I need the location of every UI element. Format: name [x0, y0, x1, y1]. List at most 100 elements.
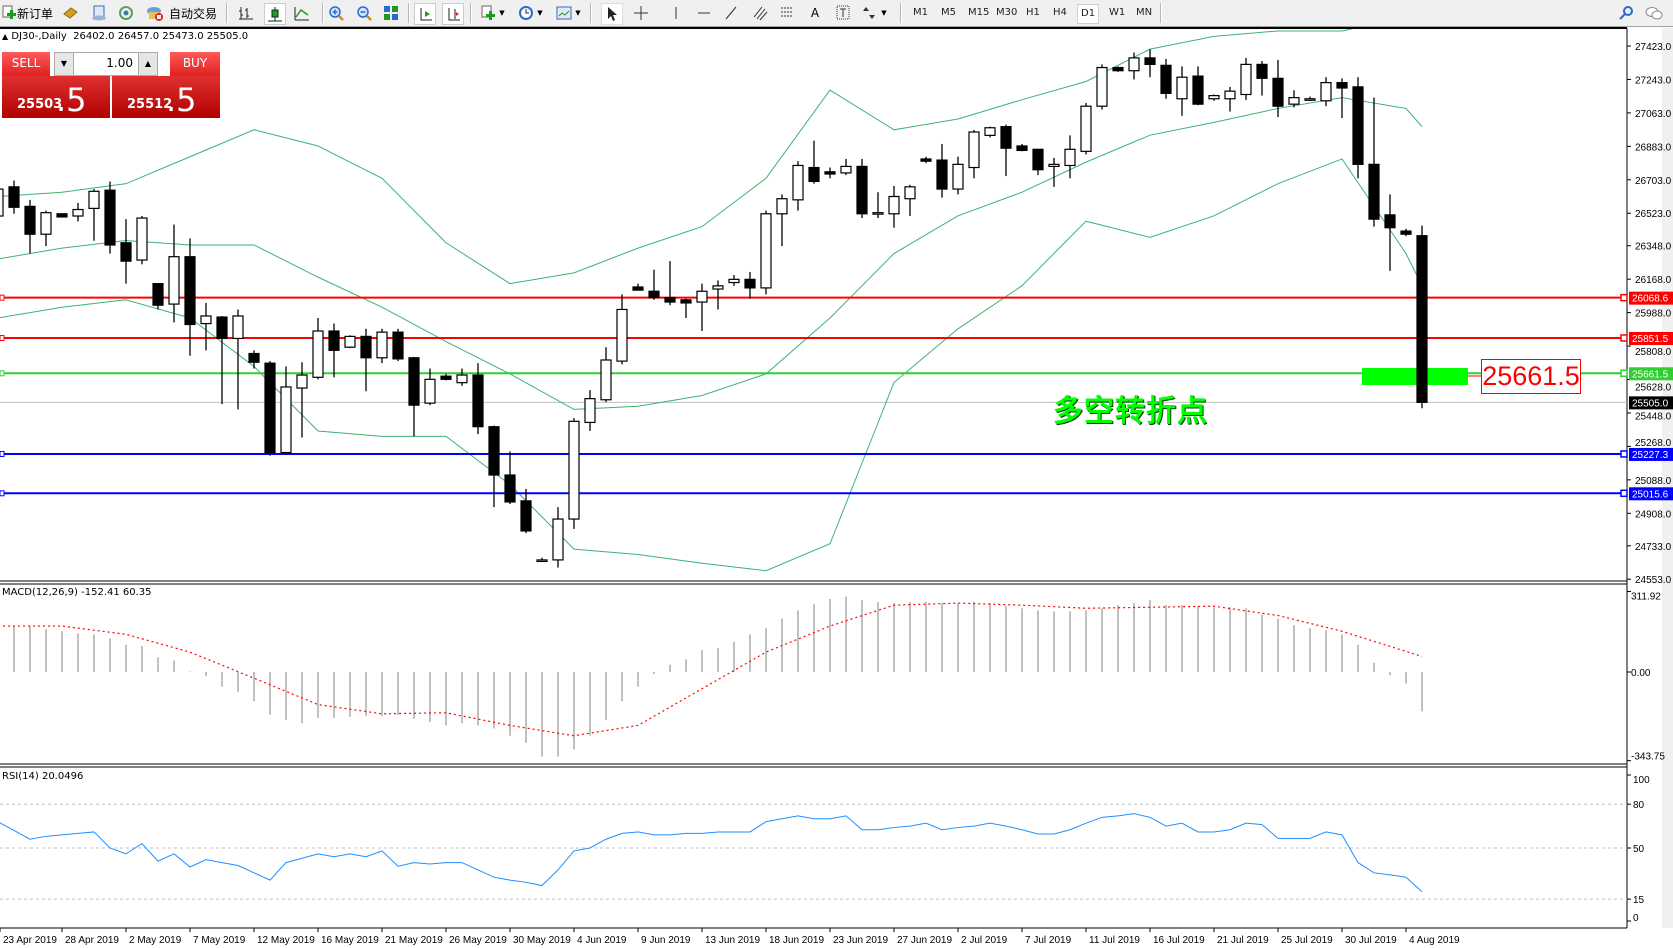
- bearish-candle[interactable]: [408, 357, 420, 406]
- bearish-candle[interactable]: [1352, 86, 1364, 165]
- bullish-candle[interactable]: [984, 127, 996, 136]
- bullish-candle[interactable]: [712, 285, 724, 290]
- search-icon[interactable]: [1616, 3, 1636, 23]
- bearish-candle[interactable]: [664, 296, 676, 303]
- bearish-candle[interactable]: [56, 213, 68, 218]
- bearish-candle[interactable]: [472, 374, 484, 428]
- bearish-candle[interactable]: [120, 242, 132, 262]
- bullish-candle[interactable]: [168, 256, 180, 305]
- level-line-anchor-icon[interactable]: [1620, 369, 1628, 378]
- market-watch-icon[interactable]: [60, 3, 80, 23]
- bullish-candle[interactable]: [1320, 82, 1332, 102]
- signals-icon[interactable]: [116, 3, 136, 23]
- bullish-candle[interactable]: [840, 165, 852, 174]
- bullish-candle[interactable]: [584, 398, 596, 424]
- level-line-anchor-icon[interactable]: [1620, 293, 1628, 302]
- bullish-candle[interactable]: [1096, 66, 1108, 107]
- bearish-candle[interactable]: [920, 158, 932, 162]
- bearish-candle[interactable]: [632, 286, 644, 291]
- bearish-candle[interactable]: [152, 283, 164, 306]
- bearish-candle[interactable]: [1336, 82, 1348, 89]
- bullish-candle[interactable]: [1288, 97, 1300, 105]
- bearish-candle[interactable]: [104, 189, 116, 246]
- level-line-anchor-icon[interactable]: [1620, 334, 1628, 342]
- zoom-in-icon[interactable]: [326, 3, 346, 23]
- bullish-candle[interactable]: [1080, 105, 1092, 152]
- bullish-candle[interactable]: [568, 420, 580, 520]
- auto-trading-icon[interactable]: [145, 3, 165, 23]
- bullish-candle[interactable]: [600, 359, 612, 401]
- bearish-candle[interactable]: [440, 375, 452, 380]
- bullish-candle[interactable]: [1128, 57, 1140, 72]
- bullish-candle[interactable]: [872, 212, 884, 215]
- bearish-candle[interactable]: [504, 474, 516, 503]
- data-window-icon[interactable]: [89, 3, 109, 23]
- bearish-candle[interactable]: [680, 299, 692, 304]
- bullish-candle[interactable]: [88, 190, 100, 209]
- right-scroll-region[interactable]: [1662, 28, 1673, 928]
- auto-scroll-icon[interactable]: [414, 3, 436, 25]
- bearish-candle[interactable]: [1032, 148, 1044, 171]
- bearish-candle[interactable]: [328, 330, 340, 351]
- bearish-candle[interactable]: [248, 352, 260, 363]
- bullish-candle[interactable]: [424, 378, 436, 404]
- lot-size-stepper[interactable]: ▼ 1.00 ▲: [54, 52, 158, 76]
- buy-price-button[interactable]: 25512 .5: [112, 76, 220, 118]
- bearish-candle[interactable]: [392, 331, 404, 360]
- sell-button[interactable]: SELL: [2, 52, 50, 77]
- bearish-candle[interactable]: [1400, 230, 1412, 235]
- community-chat-icon[interactable]: [1644, 3, 1664, 23]
- bullish-candle[interactable]: [728, 278, 740, 284]
- bullish-candle[interactable]: [1064, 148, 1076, 167]
- bullish-candle[interactable]: [136, 217, 148, 261]
- indicators-icon[interactable]: [478, 3, 498, 23]
- reversal-price-label[interactable]: 25661.5: [1481, 359, 1581, 394]
- bullish-candle[interactable]: [792, 164, 804, 201]
- bearish-candle[interactable]: [1000, 126, 1012, 149]
- trendline-icon[interactable]: [721, 3, 741, 23]
- bullish-candle[interactable]: [232, 315, 244, 340]
- timeframe-d1[interactable]: D1: [1077, 4, 1100, 24]
- zoom-out-icon[interactable]: [354, 3, 374, 23]
- level-line-left-anchor-icon[interactable]: [0, 294, 5, 301]
- bullish-candle[interactable]: [1176, 76, 1188, 100]
- bearish-candle[interactable]: [1112, 66, 1124, 72]
- reversal-point-annotation[interactable]: 多空转折点: [1053, 394, 1208, 429]
- bullish-candle[interactable]: [40, 212, 52, 235]
- bullish-candle[interactable]: [1304, 98, 1316, 101]
- bullish-candle[interactable]: [968, 131, 980, 169]
- bullish-candle[interactable]: [456, 374, 468, 384]
- bearish-candle[interactable]: [648, 290, 660, 299]
- bullish-candle[interactable]: [536, 559, 548, 563]
- bullish-candle[interactable]: [696, 290, 708, 303]
- lot-decrease-button[interactable]: ▼: [55, 53, 74, 75]
- tile-windows-icon[interactable]: [381, 3, 401, 23]
- bearish-candle[interactable]: [216, 316, 228, 340]
- bearish-candle[interactable]: [1272, 77, 1284, 107]
- arrows-icon[interactable]: [860, 3, 880, 23]
- bearish-candle[interactable]: [808, 166, 820, 183]
- lot-increase-button[interactable]: ▲: [138, 53, 157, 75]
- timeframe-m5[interactable]: M5: [941, 7, 956, 18]
- timeframe-m1[interactable]: M1: [913, 7, 928, 18]
- bullish-candle[interactable]: [904, 186, 916, 200]
- bearish-candle[interactable]: [360, 335, 372, 359]
- level-line-left-anchor-icon[interactable]: [0, 450, 5, 457]
- timeframe-mn[interactable]: MN: [1136, 7, 1153, 18]
- horizontal-line-icon[interactable]: [694, 3, 714, 23]
- cursor-icon[interactable]: [601, 3, 623, 25]
- indicators-dropdown-icon[interactable]: ▼: [499, 9, 505, 17]
- bullish-candle[interactable]: [888, 195, 900, 215]
- templates-icon[interactable]: [554, 3, 574, 23]
- bullish-candle[interactable]: [72, 208, 84, 217]
- bearish-candle[interactable]: [1192, 75, 1204, 105]
- bullish-candle[interactable]: [952, 163, 964, 190]
- candlestick-chart-icon[interactable]: [264, 3, 286, 25]
- bullish-candle[interactable]: [280, 386, 292, 454]
- bearish-candle[interactable]: [1416, 235, 1428, 403]
- text-label-icon[interactable]: [833, 3, 853, 23]
- periods-dropdown-icon[interactable]: ▼: [537, 9, 543, 17]
- timeframe-h4[interactable]: H4: [1053, 7, 1067, 18]
- bearish-candle[interactable]: [936, 159, 948, 190]
- new-order-button[interactable]: 新订单: [16, 6, 53, 21]
